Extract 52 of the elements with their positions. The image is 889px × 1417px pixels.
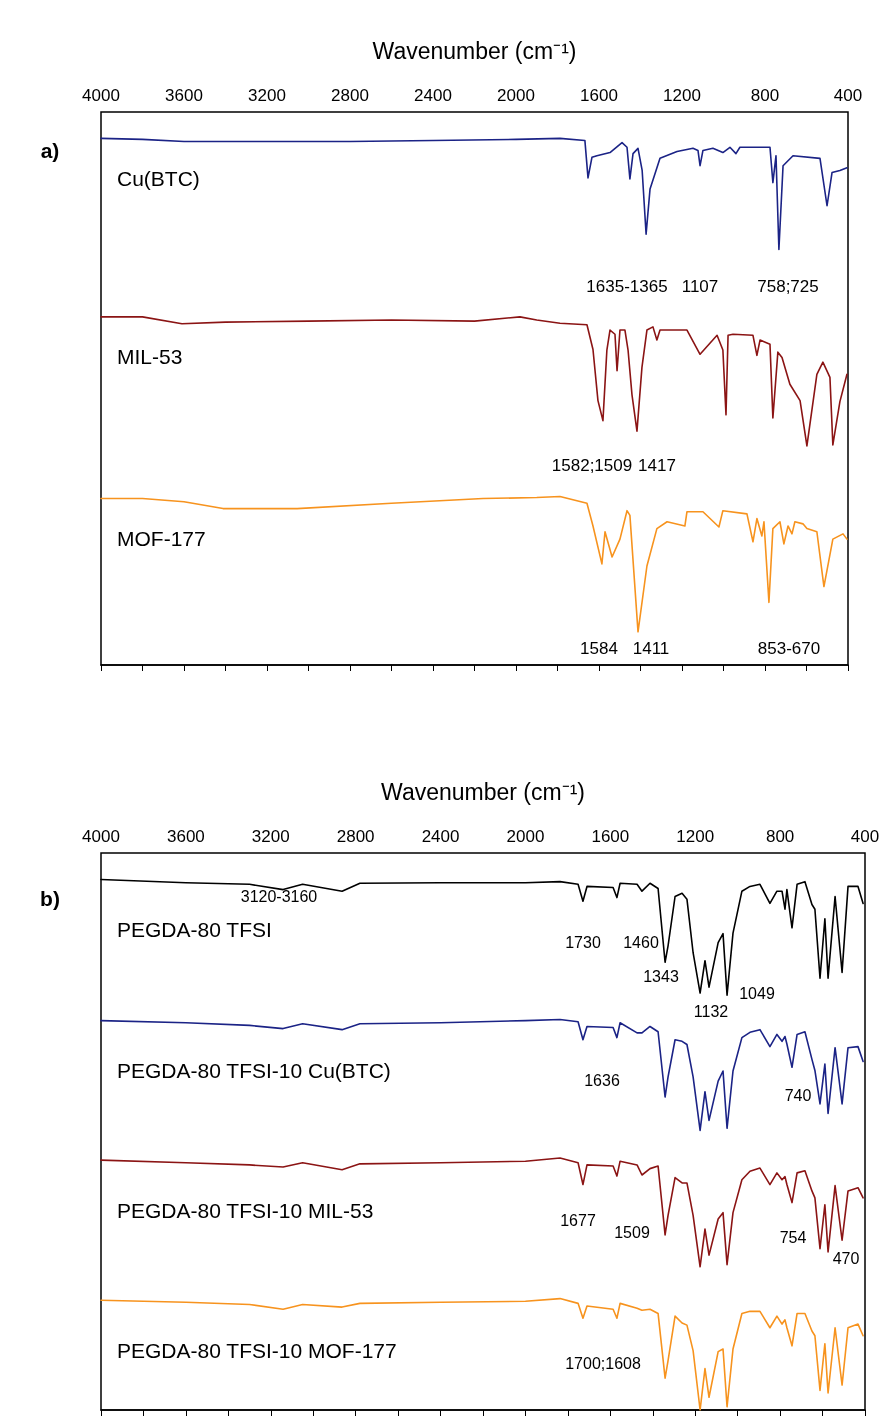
series-label: PEGDA-80 TFSI-10 MOF-177 — [117, 1338, 397, 1362]
x-tick-label: 4000 — [82, 86, 120, 105]
annotation: 1417 — [638, 455, 676, 475]
x-tick-label: 2800 — [336, 827, 375, 846]
series-label: MIL-53 — [117, 345, 183, 369]
annotation: 1132 — [693, 1002, 729, 1020]
x-tick-label: 3200 — [248, 86, 286, 105]
x-tick-label: 2400 — [414, 86, 452, 105]
x-tick-label: 2800 — [331, 86, 369, 105]
annotation: 1636 — [584, 1071, 620, 1089]
x-tick-label: 800 — [765, 827, 795, 846]
annotation: 1343 — [643, 967, 679, 985]
annotation: 3120-3160 — [240, 887, 318, 905]
annotation: 754 — [779, 1228, 807, 1246]
x-tick-label: 3200 — [251, 827, 290, 846]
text: a) — [40, 138, 60, 162]
annotation: 1635-1365 — [586, 276, 668, 296]
x-tick-label: 2000 — [497, 86, 535, 105]
x-tick-label: 1200 — [676, 827, 715, 846]
annotation: 740 — [784, 1086, 812, 1104]
annotation: 1509 — [614, 1223, 650, 1241]
annotation: 1584 — [580, 638, 618, 658]
annotation: 1677 — [560, 1211, 596, 1229]
annotation: 1049 — [739, 984, 775, 1002]
text: b) — [40, 886, 60, 910]
x-tick-label: 2400 — [421, 827, 460, 846]
x-tick-label: 800 — [750, 86, 780, 105]
x-tick-label: 2000 — [506, 827, 545, 846]
series-label: PEGDA-80 TFSI-10 MIL-53 — [117, 1198, 374, 1222]
annotation: 853-670 — [757, 638, 821, 658]
x-tick-label: 1600 — [591, 827, 630, 846]
annotation: 1700;1608 — [565, 1354, 641, 1372]
x-tick-label: 400 — [833, 86, 863, 105]
x-tick-label: 3600 — [166, 827, 205, 846]
annotation: 1411 — [632, 638, 670, 658]
x-axis-title: Wavenumber (cm⁻¹) — [372, 37, 577, 64]
series-label: Cu(BTC) — [117, 166, 200, 190]
annotation: 470 — [832, 1249, 860, 1267]
x-tick-label: 1600 — [580, 86, 618, 105]
series-label: MOF-177 — [117, 527, 206, 551]
annotation: 1107 — [681, 276, 719, 296]
x-tick-label: 3600 — [165, 86, 203, 105]
annotation: 1730 — [565, 933, 601, 951]
x-axis-title: Wavenumber (cm⁻¹) — [381, 778, 585, 805]
annotation: 1582;1509 — [551, 455, 633, 475]
series-label: PEGDA-80 TFSI-10 Cu(BTC) — [117, 1059, 391, 1083]
x-tick-label: 1200 — [663, 86, 701, 105]
series-label: PEGDA-80 TFSI — [117, 918, 272, 942]
x-tick-label: 400 — [850, 827, 880, 846]
x-tick-label: 4000 — [82, 827, 120, 846]
annotation: 1460 — [623, 933, 659, 951]
annotation: 758;725 — [757, 276, 819, 296]
